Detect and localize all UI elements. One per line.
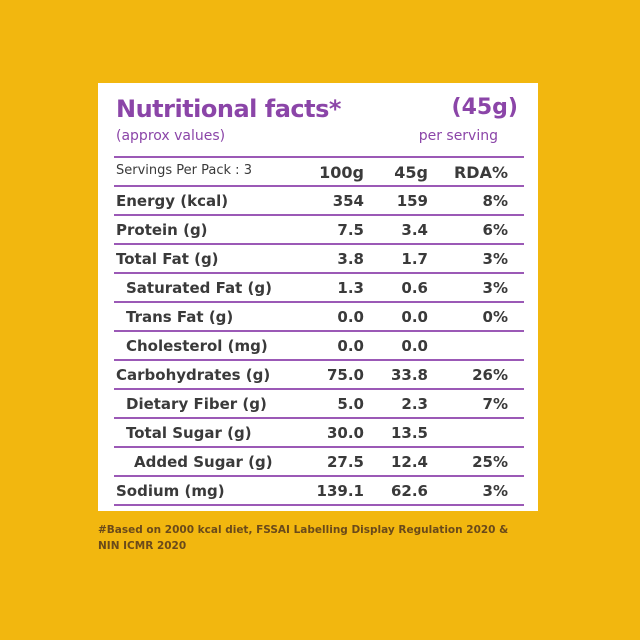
serving-size: (45g) [451,95,518,120]
row-value-100g: 5.0 [337,395,364,413]
table-row-total-sugar: Total Sugar (g) 30.0 13.5 [114,419,524,448]
row-value-45g: 0.0 [401,337,428,355]
per-serving-label: per serving [418,128,498,144]
row-value-100g: 1.3 [337,279,364,297]
title-row: Nutritional facts* (45g) [116,95,518,125]
row-label: Energy (kcal) [116,192,229,210]
row-value-rda: 25% [472,453,508,471]
nutrition-table: Servings Per Pack : 3 100g 45g RDA% Ener… [114,156,524,506]
row-label: Added Sugar (g) [134,453,273,471]
column-header-100g: 100g [319,163,364,182]
row-label: Total Fat (g) [116,250,219,268]
row-label: Sodium (mg) [116,482,225,500]
row-value-45g: 12.4 [390,453,428,471]
table-row-saturated-fat: Saturated Fat (g) 1.3 0.6 3% [114,274,524,303]
row-value-45g: 13.5 [390,424,428,442]
servings-per-pack: Servings Per Pack : 3 [116,163,252,178]
row-value-100g: 3.8 [337,250,364,268]
row-label: Saturated Fat (g) [126,279,272,297]
row-value-45g: 0.0 [401,308,428,326]
row-label: Protein (g) [116,221,208,239]
column-header-rda: RDA% [453,163,508,182]
row-value-45g: 3.4 [401,221,428,239]
row-value-100g: 0.0 [337,308,364,326]
row-value-100g: 30.0 [326,424,364,442]
table-row-trans-fat: Trans Fat (g) 0.0 0.0 0% [114,303,524,332]
row-value-rda: 6% [482,221,508,239]
row-value-rda: 26% [472,366,508,384]
table-row-total-fat: Total Fat (g) 3.8 1.7 3% [114,245,524,274]
table-row-carbohydrates: Carbohydrates (g) 75.0 33.8 26% [114,361,524,390]
row-value-rda: 7% [482,395,508,413]
row-value-45g: 33.8 [390,366,428,384]
row-label: Total Sugar (g) [126,424,252,442]
row-value-100g: 354 [332,192,364,210]
row-value-45g: 0.6 [401,279,428,297]
column-header-45g: 45g [394,163,428,182]
row-value-rda: 3% [482,279,508,297]
table-row-energy: Energy (kcal) 354 159 8% [114,187,524,216]
row-value-rda: 8% [482,192,508,210]
row-label: Dietary Fiber (g) [126,395,267,413]
table-header-row: Servings Per Pack : 3 100g 45g RDA% [114,158,524,187]
row-value-rda: 0% [482,308,508,326]
row-value-rda: 3% [482,250,508,268]
nutrition-facts-panel: Nutritional facts* (45g) (approx values)… [98,83,538,511]
table-row-sodium: Sodium (mg) 139.1 62.6 3% [114,477,524,506]
row-value-45g: 2.3 [401,395,428,413]
subtitle-row: (approx values) per serving [116,128,498,146]
row-label: Trans Fat (g) [126,308,234,326]
row-value-100g: 27.5 [326,453,364,471]
row-value-45g: 1.7 [401,250,428,268]
table-row-dietary-fiber: Dietary Fiber (g) 5.0 2.3 7% [114,390,524,419]
approx-values-label: (approx values) [116,128,226,144]
row-value-45g: 62.6 [390,482,428,500]
row-value-45g: 159 [396,192,428,210]
row-value-rda: 3% [482,482,508,500]
row-value-100g: 0.0 [337,337,364,355]
footnote: #Based on 2000 kcal diet, FSSAI Labellin… [98,524,509,552]
table-row-added-sugar: Added Sugar (g) 27.5 12.4 25% [114,448,524,477]
table-row-cholesterol: Cholesterol (mg) 0.0 0.0 [114,332,524,361]
row-value-100g: 75.0 [326,366,364,384]
row-label: Cholesterol (mg) [126,337,268,355]
table-row-protein: Protein (g) 7.5 3.4 6% [114,216,524,245]
row-value-100g: 7.5 [337,221,364,239]
nutrition-title: Nutritional facts* [116,95,341,123]
row-label: Carbohydrates (g) [116,366,271,384]
row-value-100g: 139.1 [316,482,364,500]
